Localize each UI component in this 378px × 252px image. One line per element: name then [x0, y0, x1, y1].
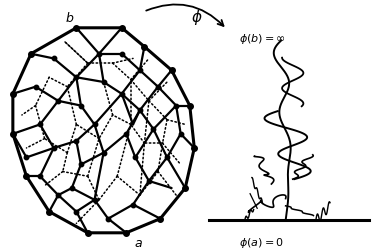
- Text: $\phi(a) = 0$: $\phi(a) = 0$: [239, 235, 284, 249]
- Text: $a$: $a$: [134, 236, 143, 249]
- Text: $b$: $b$: [65, 11, 74, 25]
- Text: $\phi(b) = \infty$: $\phi(b) = \infty$: [239, 32, 286, 46]
- Text: $\phi$: $\phi$: [191, 8, 202, 26]
